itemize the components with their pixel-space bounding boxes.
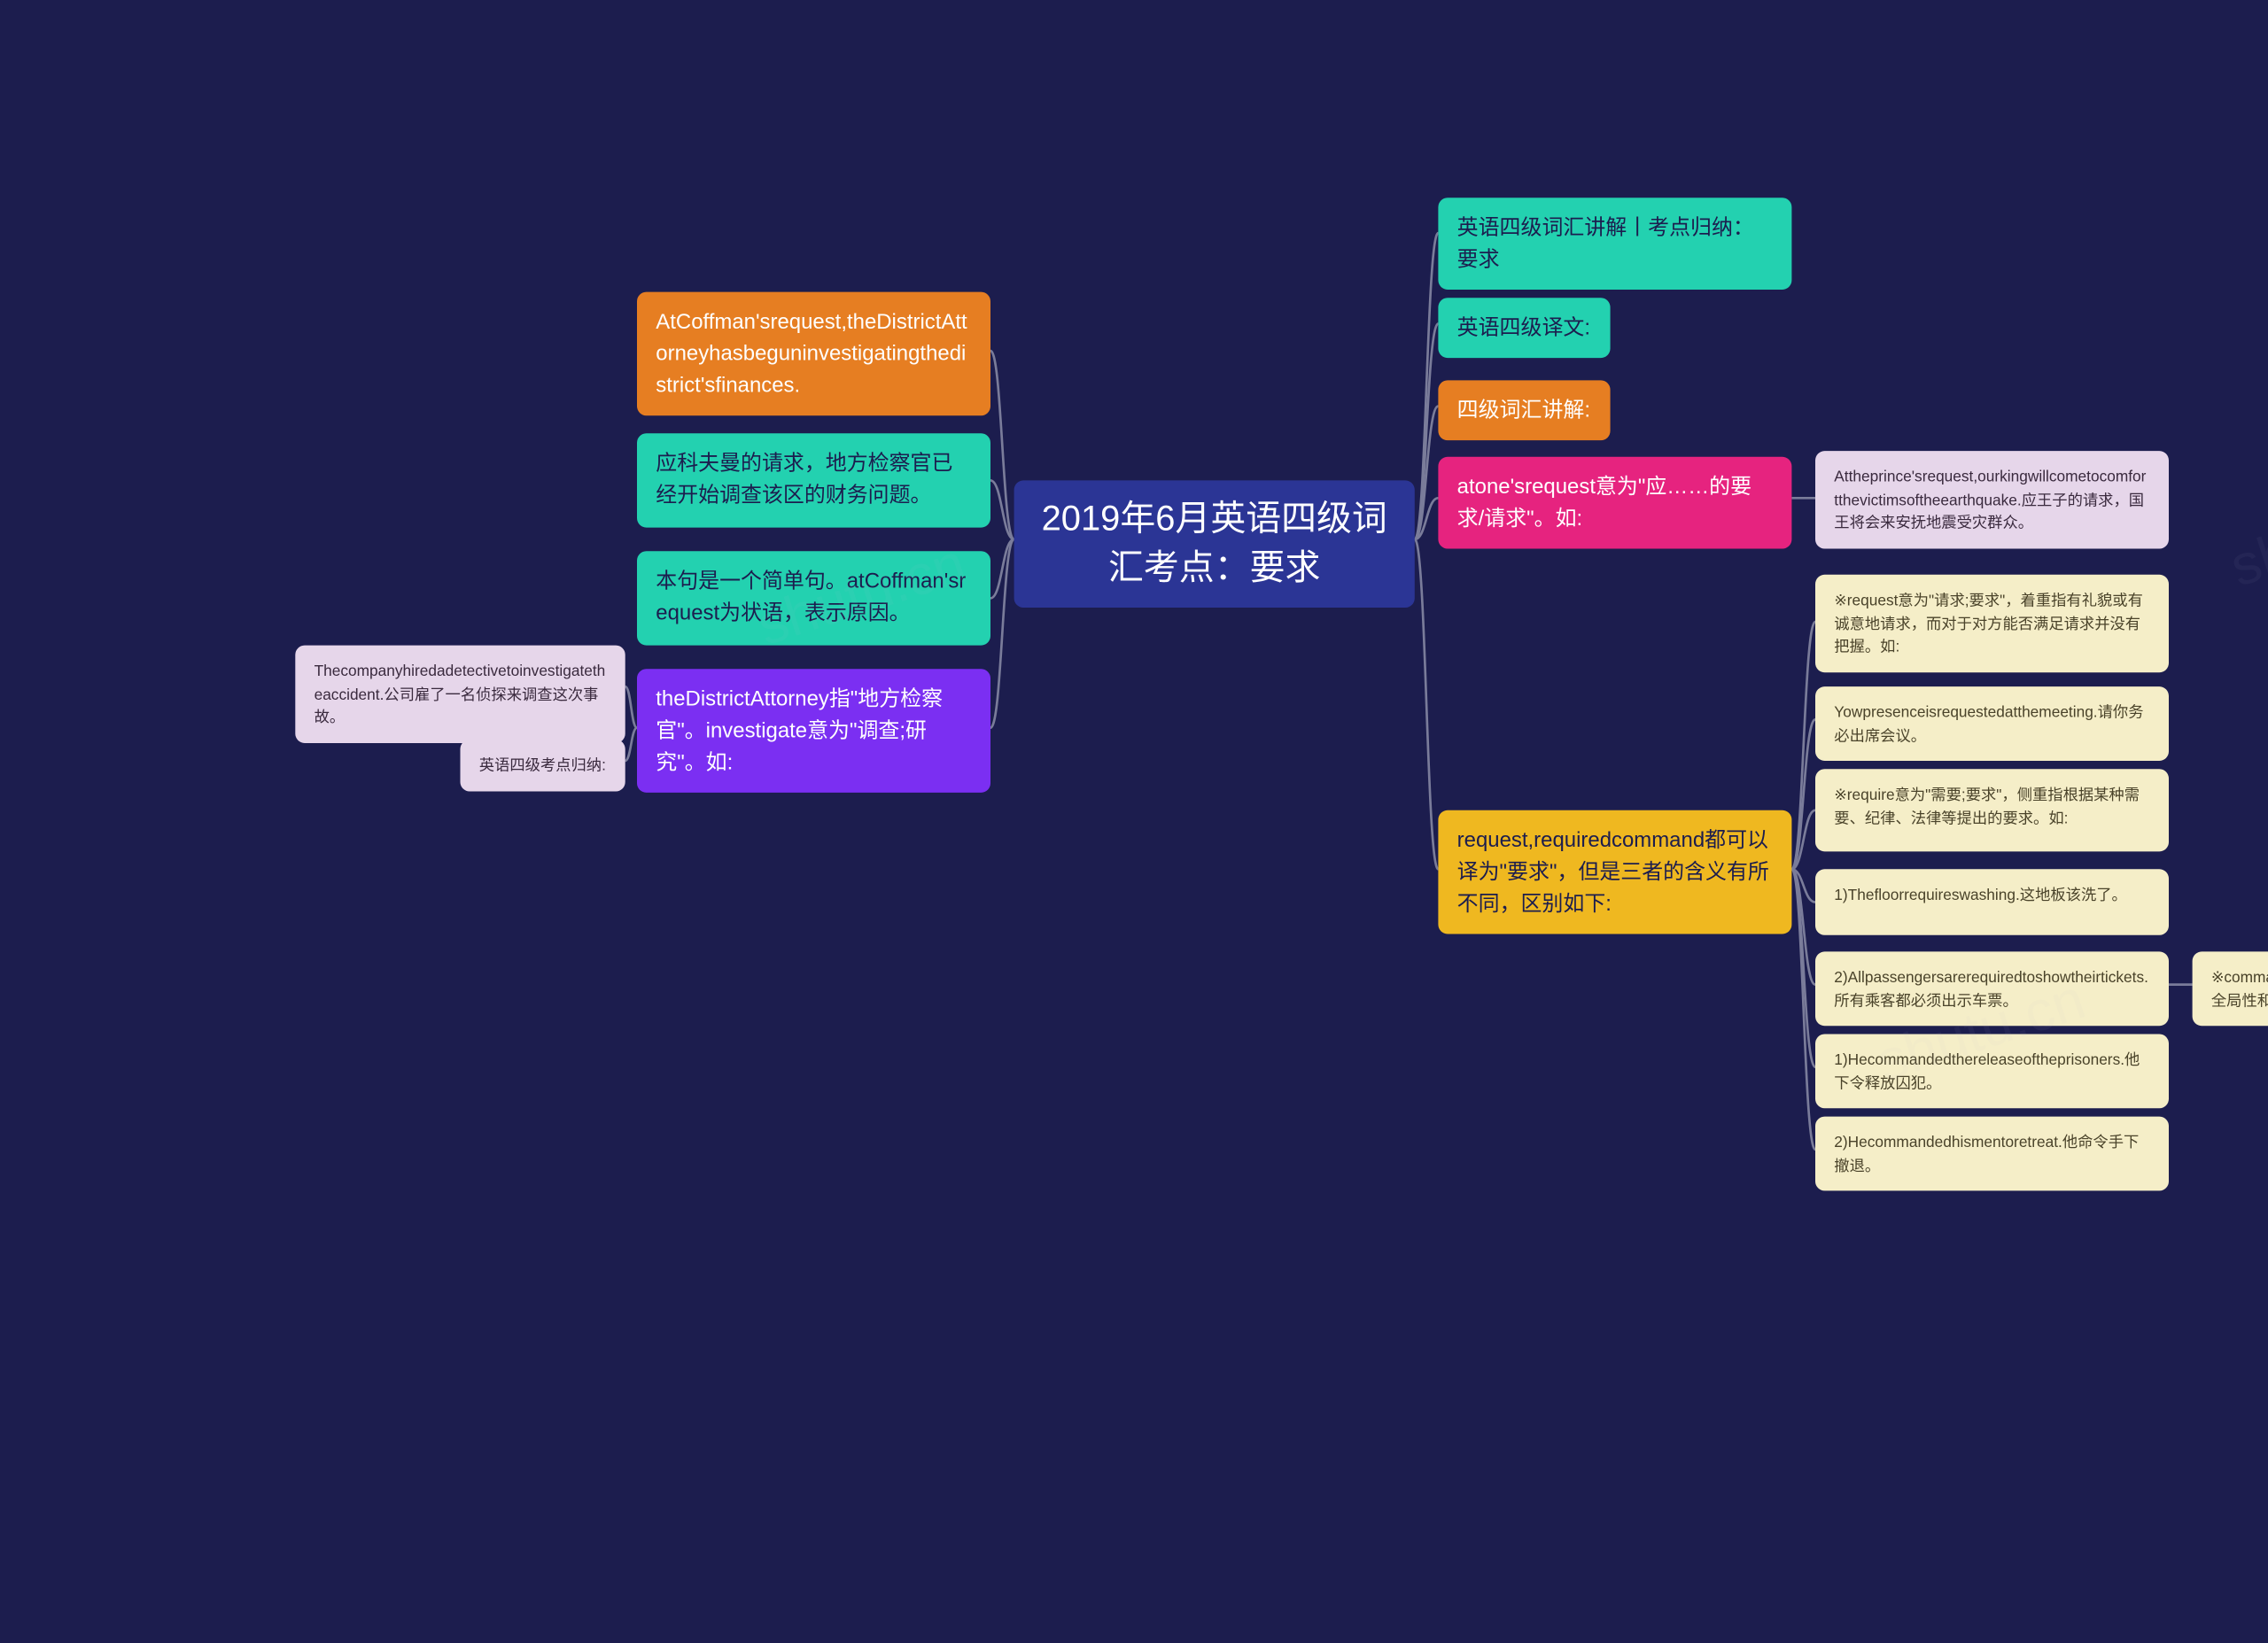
right-child-R5d: 1)Thefloorrequireswashing.这地板该洗了。 [1815,869,2169,934]
right-node-R2: 英语四级译文: [1438,298,1610,358]
right-child-R4a: Attheprince'srequest,ourkingwillcometoco… [1815,451,2169,548]
right-child-R5f: 1)Hecommandedthereleaseoftheprisoners.他下… [1815,1035,2169,1109]
right-node-R1: 英语四级词汇讲解丨考点归纳：要求 [1438,198,1791,290]
right-child-R5e: 2)Allpassengersarerequiredtoshowtheirtic… [1815,951,2169,1026]
left-node-L4: theDistrictAttorney指"地方检察官"。investigate意… [637,669,990,793]
left-node-L1: AtCoffman'srequest,theDistrictAttorneyha… [637,292,990,416]
right-node-R5: request,requiredcommand都可以译为"要求"，但是三者的含义… [1438,810,1791,934]
right-grandchild-R5e1: ※command意为"命令;指挥"，强调权威性、全局性和强制性。如: [2193,951,2268,1026]
left-node-L2: 应科夫曼的请求，地方检察官已经开始调查该区的财务问题。 [637,433,990,527]
left-child-L4b: 英语四级考点归纳: [461,740,625,791]
center-node: 2019年6月英语四级词汇考点：要求 [1014,480,1415,608]
left-child-L4a: Thecompanyhiredadetectivetoinvestigateth… [295,646,625,743]
right-node-R4: atone'srequest意为"应……的要求/请求"。如: [1438,457,1791,549]
right-child-R5b: Yowpresenceisrequestedatthemeeting.请你务必出… [1815,686,2169,761]
left-node-L3: 本句是一个简单句。atCoffman'srequest为状语，表示原因。 [637,551,990,645]
right-child-R5a: ※request意为"请求;要求"，着重指有礼貌或有诚意地请求，而对于对方能否满… [1815,575,2169,672]
right-child-R5c: ※require意为"需要;要求"，侧重指根据某种需要、纪律、法律等提出的要求。… [1815,769,2169,851]
right-child-R5g: 2)Hecommandedhismentoretreat.他命令手下撤退。 [1815,1117,2169,1191]
right-node-R3: 四级词汇讲解: [1438,380,1610,440]
watermark: shutu.cn [2223,473,2268,601]
